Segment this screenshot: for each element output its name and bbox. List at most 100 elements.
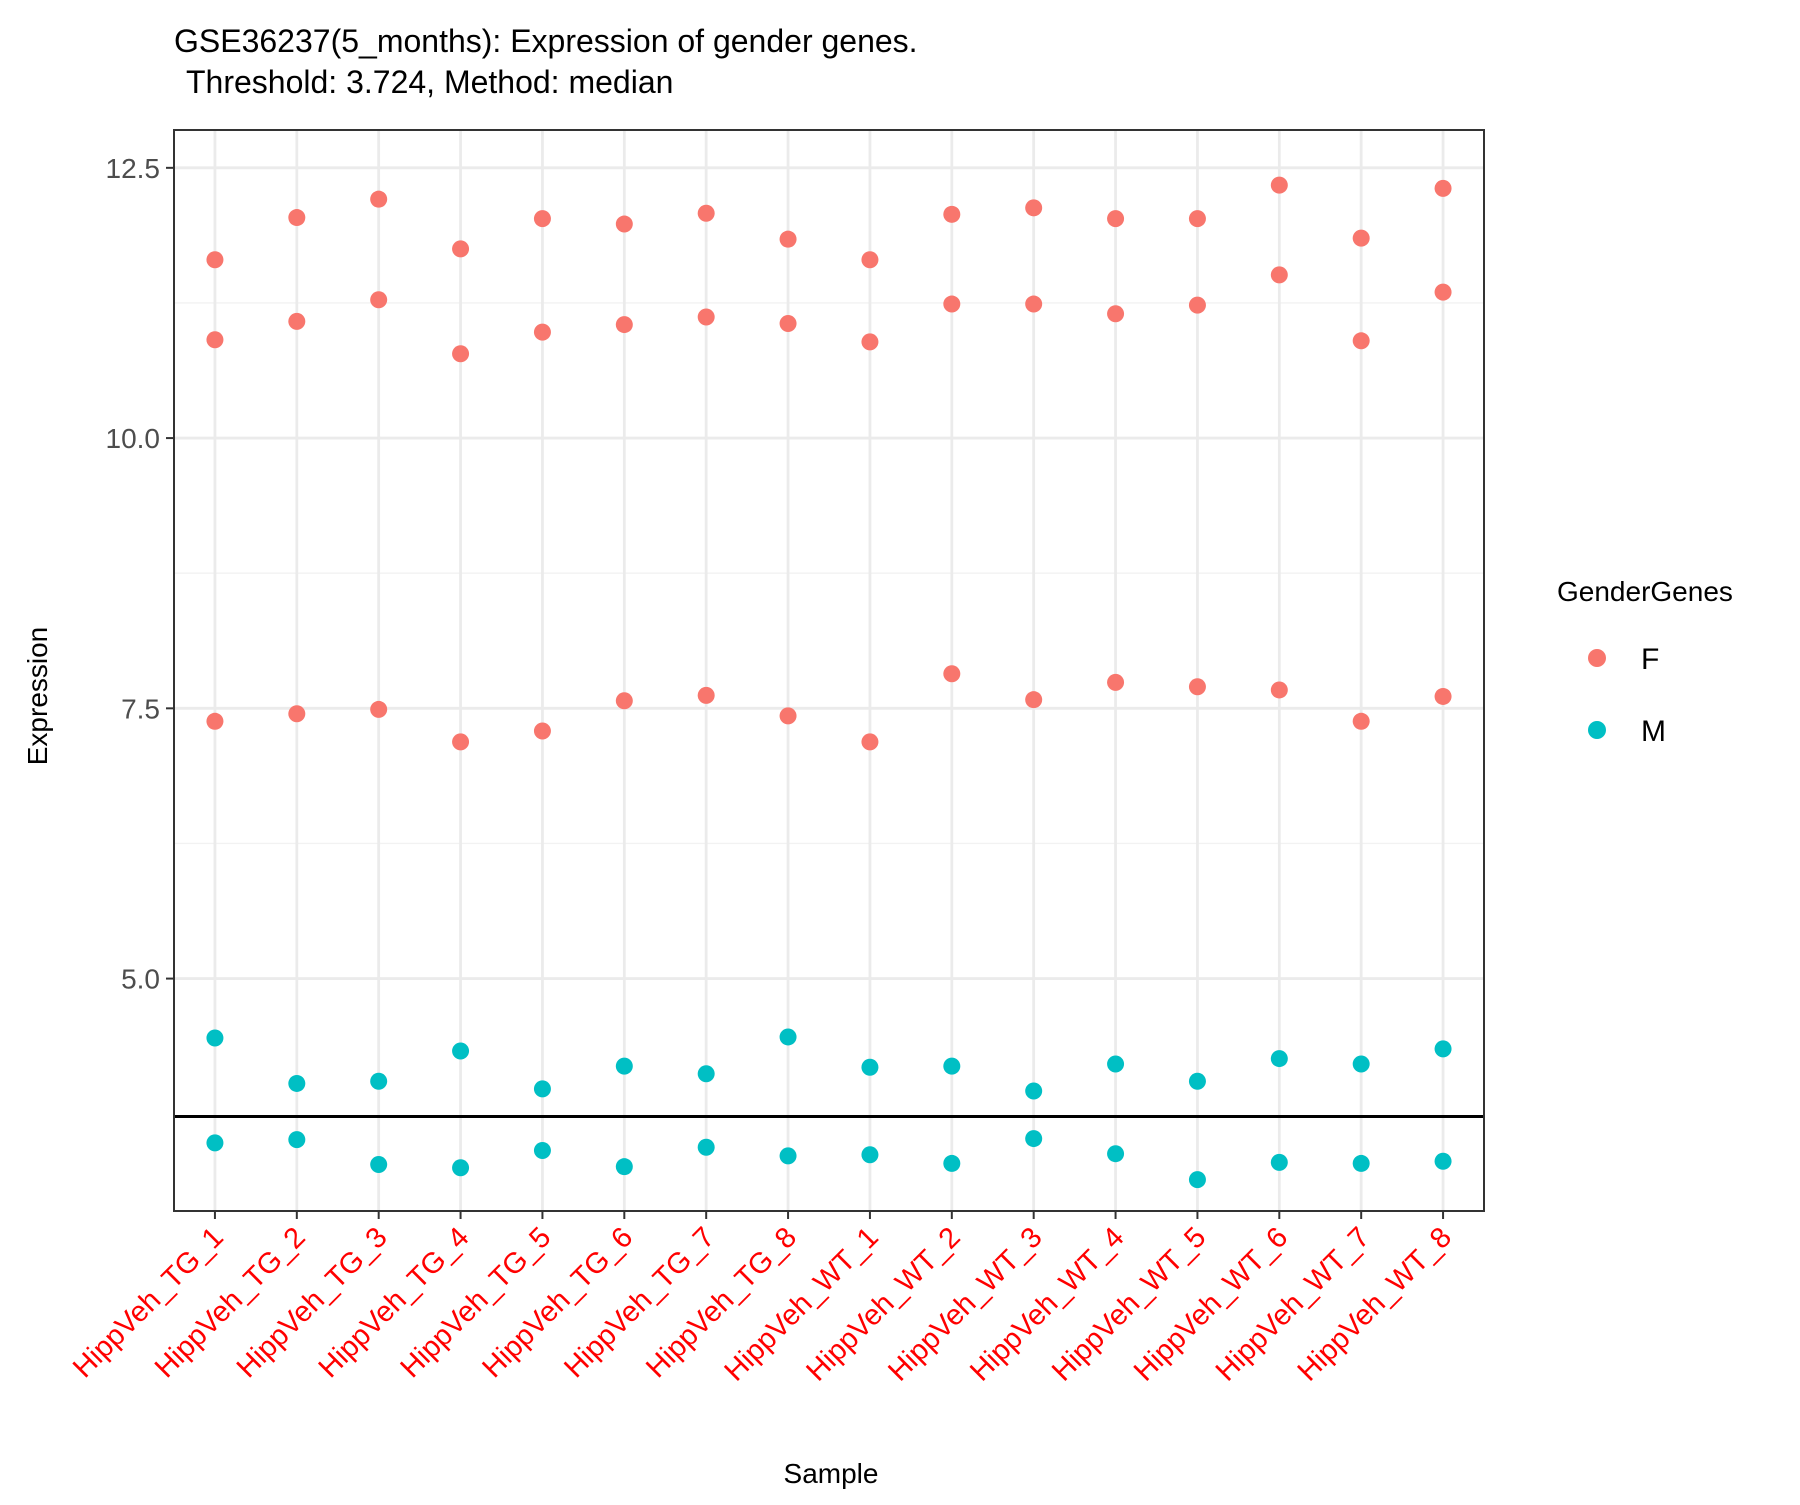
data-point-F xyxy=(779,707,797,725)
data-point-M xyxy=(1025,1082,1043,1100)
data-point-F xyxy=(779,230,797,248)
data-point-M xyxy=(779,1028,797,1046)
x-tick-label: HippVeh_TG_1 xyxy=(67,1221,230,1384)
data-point-F xyxy=(452,345,470,363)
x-tick-label: HippVeh_TG_2 xyxy=(149,1221,312,1384)
data-point-M xyxy=(697,1065,715,1083)
legend-items: FM xyxy=(1588,643,1666,748)
data-point-F xyxy=(779,314,797,332)
data-point-M xyxy=(533,1080,551,1098)
data-point-F xyxy=(615,692,633,710)
data-point-M xyxy=(1270,1153,1288,1171)
data-point-F xyxy=(206,712,224,730)
data-point-M xyxy=(697,1138,715,1156)
data-point-F xyxy=(1352,229,1370,247)
data-point-F xyxy=(533,210,551,228)
data-point-M xyxy=(615,1057,633,1075)
data-point-F xyxy=(943,295,961,313)
data-point-M xyxy=(1107,1055,1125,1073)
chart-subtitle: Threshold: 3.724, Method: median xyxy=(186,64,673,100)
data-point-M xyxy=(370,1072,388,1090)
data-point-M xyxy=(943,1057,961,1075)
data-point-M xyxy=(1352,1055,1370,1073)
data-point-F xyxy=(288,209,306,227)
chart-title: GSE36237(5_months): Expression of gender… xyxy=(174,23,918,59)
data-point-M xyxy=(288,1131,306,1149)
data-point-F xyxy=(1270,266,1288,284)
data-point-M xyxy=(1434,1040,1452,1058)
x-tick-label: HippVeh_TG_5 xyxy=(395,1221,558,1384)
data-point-F xyxy=(288,705,306,723)
x-axis-label: Sample xyxy=(784,1458,879,1489)
data-point-M xyxy=(615,1158,633,1176)
data-point-F xyxy=(1188,296,1206,314)
data-point-F xyxy=(1107,210,1125,228)
legend-key-F xyxy=(1588,649,1606,667)
data-point-M xyxy=(1352,1154,1370,1172)
data-point-F xyxy=(206,251,224,269)
x-tick-label: HippVeh_TG_3 xyxy=(231,1221,394,1384)
data-point-F xyxy=(861,251,879,269)
data-point-F xyxy=(452,240,470,258)
y-tick-label: 5.0 xyxy=(121,964,160,995)
data-point-F xyxy=(861,733,879,751)
data-point-F xyxy=(943,665,961,683)
y-axis: 5.0 7.5 10.0 12.5 xyxy=(106,153,174,995)
data-point-F xyxy=(452,733,470,751)
legend-title: GenderGenes xyxy=(1557,576,1733,607)
data-point-F xyxy=(1188,210,1206,228)
data-point-F xyxy=(1352,712,1370,730)
y-tick-label: 12.5 xyxy=(106,153,161,184)
plot-background xyxy=(174,130,1484,1211)
data-point-F xyxy=(288,312,306,330)
legend: GenderGenes FM xyxy=(1557,576,1733,748)
data-point-F xyxy=(861,333,879,351)
x-tick-label: HippVeh_TG_7 xyxy=(558,1221,721,1384)
data-point-M xyxy=(1270,1050,1288,1068)
data-point-M xyxy=(1434,1152,1452,1170)
data-point-F xyxy=(697,308,715,326)
x-tick-label: HippVeh_TG_6 xyxy=(476,1221,639,1384)
data-point-F xyxy=(370,700,388,718)
data-point-F xyxy=(1270,176,1288,194)
data-point-F xyxy=(533,722,551,740)
data-point-M xyxy=(1188,1072,1206,1090)
data-point-F xyxy=(1434,687,1452,705)
y-axis-label: Expression xyxy=(22,627,53,766)
data-point-M xyxy=(452,1159,470,1177)
plot-panel xyxy=(173,129,1485,1212)
x-tick-label: HippVeh_TG_8 xyxy=(640,1221,803,1384)
data-point-F xyxy=(697,686,715,704)
data-point-F xyxy=(1188,678,1206,696)
data-point-M xyxy=(943,1154,961,1172)
data-point-F xyxy=(1107,673,1125,691)
y-tick-label: 10.0 xyxy=(106,423,161,454)
data-point-M xyxy=(206,1134,224,1152)
data-point-F xyxy=(1107,305,1125,323)
data-point-M xyxy=(779,1147,797,1165)
x-axis: HippVeh_TG_1HippVeh_TG_2HippVeh_TG_3Hipp… xyxy=(67,1211,1458,1388)
data-point-F xyxy=(1025,199,1043,217)
data-point-F xyxy=(697,204,715,222)
data-point-F xyxy=(615,316,633,334)
data-point-M xyxy=(370,1156,388,1174)
data-point-M xyxy=(288,1074,306,1092)
legend-label-M: M xyxy=(1641,715,1666,748)
x-tick-label: HippVeh_WT_8 xyxy=(1292,1221,1458,1387)
data-point-F xyxy=(1025,295,1043,313)
data-point-M xyxy=(1188,1171,1206,1189)
data-point-M xyxy=(533,1141,551,1159)
legend-label-F: F xyxy=(1641,643,1659,676)
y-tick-label: 7.5 xyxy=(121,693,160,724)
data-point-F xyxy=(1352,332,1370,350)
data-point-F xyxy=(533,323,551,341)
data-point-F xyxy=(1434,179,1452,197)
data-point-M xyxy=(861,1146,879,1164)
data-point-M xyxy=(206,1029,224,1047)
data-point-M xyxy=(1107,1145,1125,1163)
plot-border xyxy=(173,129,1485,1212)
data-point-F xyxy=(370,291,388,309)
data-point-F xyxy=(615,215,633,233)
